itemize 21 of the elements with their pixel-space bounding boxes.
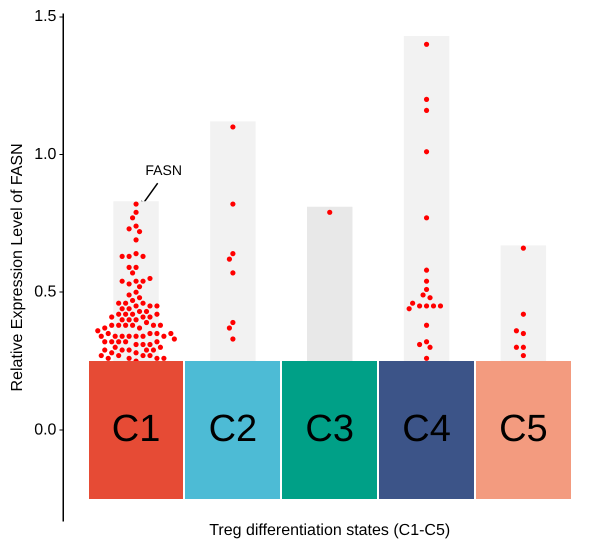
bar (306, 206, 352, 362)
annotation: FASN (145, 162, 182, 178)
x-tick-label: C3 (305, 408, 354, 452)
bar (500, 245, 546, 362)
y-tick-label: 0.0 (34, 421, 57, 438)
y-axis-title: Relative Expression Level of FASN (9, 143, 26, 392)
category-block: C5 (476, 361, 571, 499)
x-tick-label: C5 (499, 408, 548, 452)
category-block: C4 (379, 361, 474, 499)
y-tick-label: 1.5 (34, 8, 57, 26)
category-block: C2 (185, 361, 280, 499)
x-tick-label: C2 (208, 408, 258, 452)
y-tick-label: 0.5 (34, 284, 57, 301)
category-block: C1 (88, 361, 184, 499)
x-tick-label: C4 (402, 408, 451, 452)
x-tick-label: C1 (112, 408, 160, 452)
bar (404, 36, 450, 362)
x-axis-title: Treg differentiation states (C1-C5) (209, 522, 450, 539)
y-tick-label: 1.0 (34, 146, 57, 163)
category-block: C3 (282, 361, 378, 499)
bar (210, 121, 256, 362)
